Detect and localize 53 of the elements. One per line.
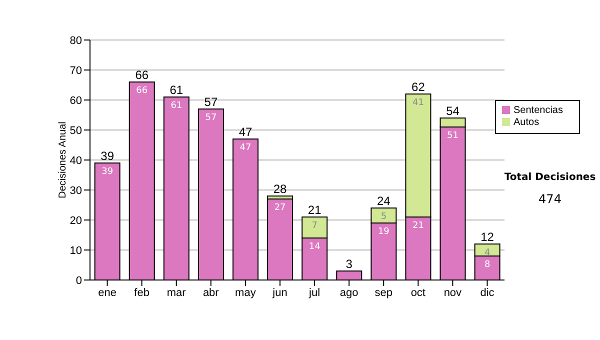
x-tick-label: feb	[134, 286, 150, 299]
x-tick-label: abr	[202, 286, 220, 299]
legend-label: Autos	[514, 117, 540, 128]
data-label: 21	[412, 221, 424, 231]
total-label: 66	[135, 68, 149, 82]
y-tick-label: 80	[70, 34, 82, 47]
data-label: 61	[170, 101, 182, 111]
text: 474	[538, 192, 562, 206]
annotation: Total Decisiones	[503, 172, 597, 183]
data-label: 8	[484, 260, 490, 270]
x-tick-label: may	[235, 286, 256, 299]
data-label: 4	[484, 248, 490, 258]
data-label: 41	[412, 98, 424, 108]
data-label: 66	[136, 86, 148, 96]
data-label: 47	[240, 143, 252, 153]
total-label: 24	[377, 194, 391, 208]
total-label: 3	[346, 257, 353, 271]
data-label: 19	[378, 227, 390, 237]
data-label: 51	[447, 131, 458, 141]
y-tick-label: 20	[70, 214, 82, 227]
y-tick-label: 0	[76, 274, 82, 287]
y-tick-label: 40	[70, 154, 82, 167]
total-label: 39	[100, 149, 114, 163]
x-tick-label: nov	[444, 286, 462, 299]
x-tick-label: jun	[272, 286, 288, 299]
x-tick-label: mar	[166, 286, 186, 299]
x-tick-label: oct	[410, 286, 426, 299]
y-axis-title: Decisiones Anual	[58, 122, 69, 198]
y-tick-label: 70	[70, 64, 82, 77]
total-label: 62	[412, 80, 426, 94]
y-tick-label: 30	[70, 184, 82, 197]
y-tick-label: 10	[70, 244, 82, 257]
data-label: 7	[312, 221, 318, 231]
x-tick-label: sep	[374, 286, 392, 299]
y-tick-label: 50	[70, 124, 82, 137]
data-label: 39	[102, 167, 114, 177]
total-label: 47	[238, 125, 252, 139]
data-label: 5	[380, 212, 387, 222]
data-label: 14	[308, 242, 321, 252]
x-tick-label: ago	[340, 286, 358, 299]
x-tick-label: dic	[480, 286, 495, 299]
total-label: 12	[480, 230, 494, 244]
x-tick-label: ene	[98, 286, 116, 299]
legend-label: Sentencias	[514, 105, 563, 116]
y-tick-label: 60	[70, 94, 82, 107]
data-label: 27	[274, 203, 286, 213]
total-label: 28	[273, 182, 288, 196]
total-label: 61	[170, 83, 184, 97]
total-label: 54	[446, 104, 460, 118]
x-tick-label: jul	[308, 286, 320, 299]
data-label: 57	[205, 113, 217, 123]
total-label: 57	[204, 95, 218, 109]
total-label: 21	[308, 203, 322, 217]
